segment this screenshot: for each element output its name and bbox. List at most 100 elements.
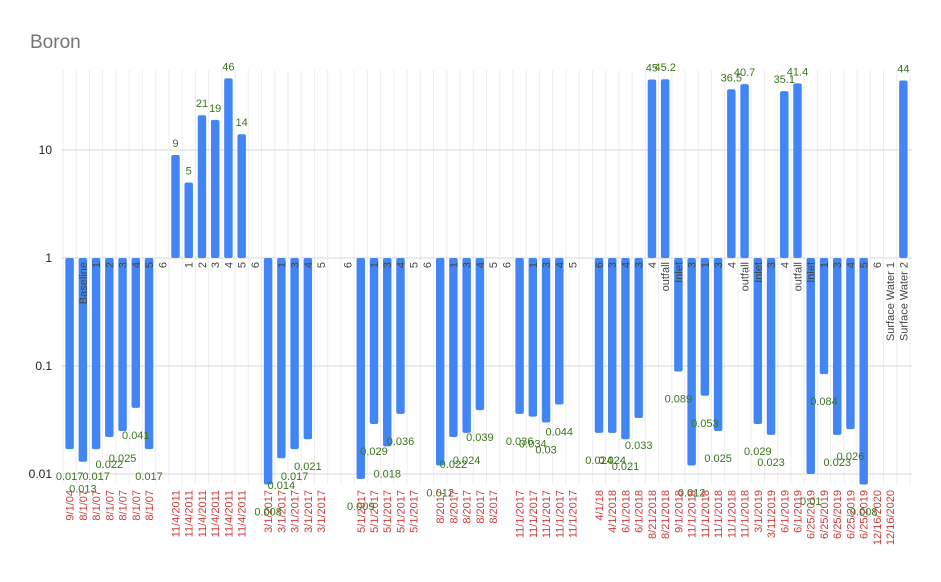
bar	[91, 258, 101, 450]
category-label: 5	[316, 262, 328, 268]
category-label: 3	[290, 262, 302, 268]
data-label: 0.023	[823, 457, 851, 469]
data-label: 0.033	[625, 440, 653, 452]
x-tick-label: 4/1/2018	[607, 490, 619, 533]
bar	[184, 182, 193, 258]
x-tick-label: 9/1/2018	[673, 490, 685, 533]
bar	[197, 115, 207, 258]
y-tick-label: 10	[39, 143, 53, 157]
category-label: 5	[859, 262, 871, 268]
y-axis-ticks: 0.01 0.1 1 10	[29, 143, 53, 481]
category-label: 1	[700, 262, 712, 268]
category-label: 5	[488, 262, 500, 268]
x-tick-label: 5/1/2017	[356, 490, 368, 533]
data-label: 0.029	[744, 446, 772, 458]
data-label: 0.012	[678, 487, 706, 499]
bar	[634, 258, 643, 419]
x-tick-label: 8/1/07	[144, 490, 156, 521]
bar	[607, 258, 617, 433]
data-label: 0.021	[294, 461, 322, 473]
data-label: 0.009	[347, 501, 375, 513]
category-label: 6	[157, 262, 169, 268]
category-label: 4	[475, 262, 487, 268]
bar	[435, 258, 445, 466]
x-tick-label: 5/1/2017	[409, 490, 421, 533]
data-label: 0.024	[453, 455, 481, 467]
data-label: 0.036	[506, 436, 534, 448]
category-label: 5	[568, 262, 580, 268]
chart-grid	[62, 70, 912, 484]
x-tick-label: 12/16/2020	[885, 490, 897, 545]
data-label: 41.4	[787, 66, 808, 78]
data-label: 0.039	[466, 432, 494, 444]
bar	[594, 258, 604, 433]
bar	[806, 258, 815, 474]
category-label: 6	[594, 262, 606, 268]
category-label: Inlet	[806, 262, 818, 283]
x-tick-label: 4/1/18	[594, 490, 606, 521]
bar	[303, 258, 313, 440]
bar	[859, 258, 868, 485]
x-tick-label: 5/1/2017	[382, 490, 394, 533]
bar	[846, 258, 855, 430]
data-label: 40.7	[734, 67, 755, 79]
x-tick-label: 11/4/2011	[237, 490, 249, 537]
category-label: outfall	[740, 262, 752, 291]
x-tick-label: 6/1/2018	[634, 490, 646, 533]
data-label: 0.017	[281, 471, 309, 483]
bar	[224, 78, 233, 259]
x-tick-label: 11/1/2017	[541, 490, 553, 538]
data-label: 0.022	[96, 459, 124, 471]
category-label: outfall	[660, 262, 672, 291]
bar	[660, 79, 670, 258]
x-tick-label: 11/1/2017	[515, 490, 527, 538]
x-tick-label: 11/1/2017	[568, 490, 580, 538]
data-label: 14	[236, 117, 248, 129]
x-tick-label: 3/1/2019	[753, 490, 765, 533]
data-label: 0.053	[691, 418, 719, 430]
bar-series	[65, 78, 908, 485]
bar	[899, 80, 908, 258]
x-tick-label: 6/25/2019	[819, 490, 831, 539]
category-label: 5	[409, 262, 421, 268]
bar	[263, 258, 273, 485]
category-label: 1	[528, 262, 540, 268]
bar	[753, 258, 763, 425]
x-tick-label: 3/1/2017	[316, 490, 328, 533]
data-label: 46	[222, 61, 234, 73]
category-label: 4	[554, 262, 566, 268]
data-label: 0.012	[426, 487, 454, 499]
data-label: 0.013	[69, 484, 97, 496]
bar	[171, 154, 180, 258]
x-tick-label: 3/11/2019	[766, 490, 778, 538]
x-tick-label: 3/1/2017	[276, 490, 288, 533]
chart-title: Boron	[30, 32, 81, 53]
category-label: outfall	[793, 262, 805, 291]
category-label: 1	[276, 262, 288, 268]
category-label: Surface Water 1	[885, 262, 897, 341]
data-label: 0.03	[535, 444, 556, 456]
category-label: 6	[422, 262, 434, 268]
bar	[700, 258, 710, 396]
bar	[237, 134, 246, 258]
data-label: 9	[172, 138, 178, 150]
data-label: 5	[186, 166, 192, 178]
x-tick-label: 11/1/2018	[700, 490, 712, 538]
data-label: 0.034	[519, 439, 547, 451]
data-label: 0.025	[109, 453, 137, 465]
category-label: 1	[91, 262, 103, 268]
x-tick-label: 11/1/2018	[713, 490, 725, 538]
category-label: 2	[104, 262, 116, 268]
data-label: 45	[646, 62, 658, 74]
data-label: 0.084	[810, 396, 838, 408]
bar	[210, 119, 220, 258]
data-label: 36.5	[721, 72, 742, 84]
data-label: 0.017	[82, 471, 110, 483]
bar	[449, 258, 458, 438]
bar	[78, 258, 88, 462]
data-label: 0.025	[704, 453, 732, 465]
data-label: 0.026	[837, 451, 865, 463]
data-label: 0.014	[268, 480, 296, 492]
bar	[780, 91, 789, 258]
x-tick-label: 6/25/2019	[845, 490, 857, 539]
